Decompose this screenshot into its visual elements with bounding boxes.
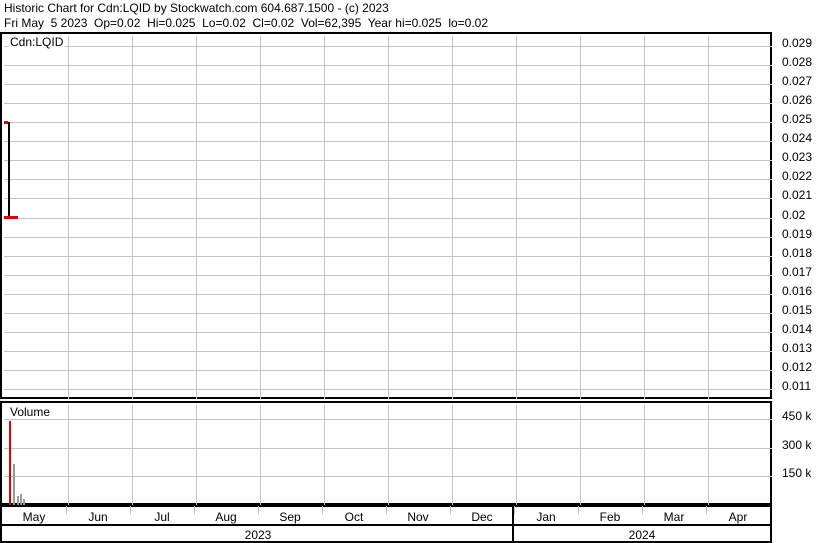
month-tick xyxy=(514,506,515,514)
price-month-gridline xyxy=(68,36,69,399)
year-divider xyxy=(512,526,514,541)
month-tick xyxy=(706,506,707,514)
price-axis-label: 0.025 xyxy=(782,111,813,126)
price-panel xyxy=(0,32,772,399)
month-tick xyxy=(386,506,387,514)
price-month-gridline xyxy=(324,36,325,399)
price-axis-label: 0.016 xyxy=(782,283,813,298)
volume-axis-label: 450 k xyxy=(782,409,812,424)
volume-axis-label: 300 k xyxy=(782,437,812,452)
price-axis-label: 0.015 xyxy=(782,303,813,318)
year-divider xyxy=(512,507,514,524)
month-label: Dec xyxy=(471,510,493,524)
year-label: 2023 xyxy=(244,528,272,542)
volume-month-gridline xyxy=(708,405,709,505)
volume-plot-area xyxy=(4,405,772,505)
volume-bar xyxy=(20,493,22,505)
price-month-gridline xyxy=(132,36,133,399)
volume-month-gridline xyxy=(580,405,581,505)
month-label: Jan xyxy=(536,510,556,524)
year-label: 2024 xyxy=(628,528,656,542)
price-axis-label: 0.011 xyxy=(782,379,812,394)
volume-month-gridline xyxy=(196,405,197,505)
year-axis: 2023 2024 xyxy=(0,524,772,543)
price-axis-label: 0.023 xyxy=(782,150,813,165)
month-tick xyxy=(194,506,195,514)
price-axis-label: 0.028 xyxy=(782,54,813,69)
price-axis-label: 0.02 xyxy=(782,207,806,222)
volume-bar xyxy=(9,421,11,505)
volume-month-gridline xyxy=(452,405,453,505)
volume-month-gridline xyxy=(388,405,389,505)
chart-title-line: Historic Chart for Cdn:LQID by Stockwatc… xyxy=(4,1,389,15)
price-axis-label: 0.029 xyxy=(782,35,813,50)
price-month-gridline xyxy=(452,36,453,399)
price-axis-label: 0.013 xyxy=(782,341,813,356)
volume-month-gridline xyxy=(260,405,261,505)
volume-month-gridline xyxy=(644,405,645,505)
ohlc-open-tick xyxy=(4,120,8,124)
month-tick xyxy=(322,506,323,514)
price-month-gridline xyxy=(516,36,517,399)
volume-bar xyxy=(23,499,25,505)
month-label: Mar xyxy=(663,510,685,524)
price-axis-label: 0.019 xyxy=(782,226,813,241)
price-axis-label: 0.021 xyxy=(782,188,813,203)
volume-bar xyxy=(17,496,19,505)
volume-month-gridline xyxy=(132,405,133,505)
month-tick xyxy=(66,506,67,514)
price-axis-label: 0.024 xyxy=(782,131,813,146)
month-label: Jun xyxy=(88,510,108,524)
price-axis-label: 0.022 xyxy=(782,169,813,184)
price-axis-label: 0.018 xyxy=(782,245,813,260)
ohlc-close-tick xyxy=(4,215,18,219)
volume-month-gridline xyxy=(324,405,325,505)
price-axis-label: 0.027 xyxy=(782,73,813,88)
month-label: Apr xyxy=(728,510,748,524)
month-label: Sep xyxy=(279,510,301,524)
quote-summary-line: Fri May 5 2023 Op=0.02 Hi=0.025 Lo=0.02 … xyxy=(4,16,489,30)
price-axis-label: 0.017 xyxy=(782,264,813,279)
ohlc-high-low-line xyxy=(8,121,10,218)
price-month-gridline xyxy=(708,36,709,399)
price-plot-area xyxy=(4,36,772,399)
volume-month-gridline xyxy=(68,405,69,505)
price-axis-label: 0.014 xyxy=(782,322,813,337)
price-axis-label: 0.012 xyxy=(782,360,813,375)
volume-panel-label: Volume xyxy=(8,405,53,419)
month-label: May xyxy=(22,510,46,524)
month-tick xyxy=(642,506,643,514)
volume-bar xyxy=(13,464,15,505)
month-label: Aug xyxy=(215,510,237,524)
volume-axis-label: 150 k xyxy=(782,466,812,481)
month-tick xyxy=(450,506,451,514)
volume-month-gridline xyxy=(516,405,517,505)
price-month-gridline xyxy=(388,36,389,399)
price-axis-label: 0.026 xyxy=(782,92,813,107)
month-tick xyxy=(578,506,579,514)
price-panel-label: Cdn:LQID xyxy=(8,35,66,49)
month-label: Jul xyxy=(154,510,170,524)
month-tick xyxy=(130,506,131,514)
month-label: Feb xyxy=(599,510,621,524)
month-label: Nov xyxy=(407,510,429,524)
volume-panel xyxy=(0,401,772,505)
price-month-gridline xyxy=(644,36,645,399)
month-label: Oct xyxy=(344,510,364,524)
month-tick xyxy=(258,506,259,514)
price-month-gridline xyxy=(260,36,261,399)
price-month-gridline xyxy=(580,36,581,399)
price-month-gridline xyxy=(196,36,197,399)
